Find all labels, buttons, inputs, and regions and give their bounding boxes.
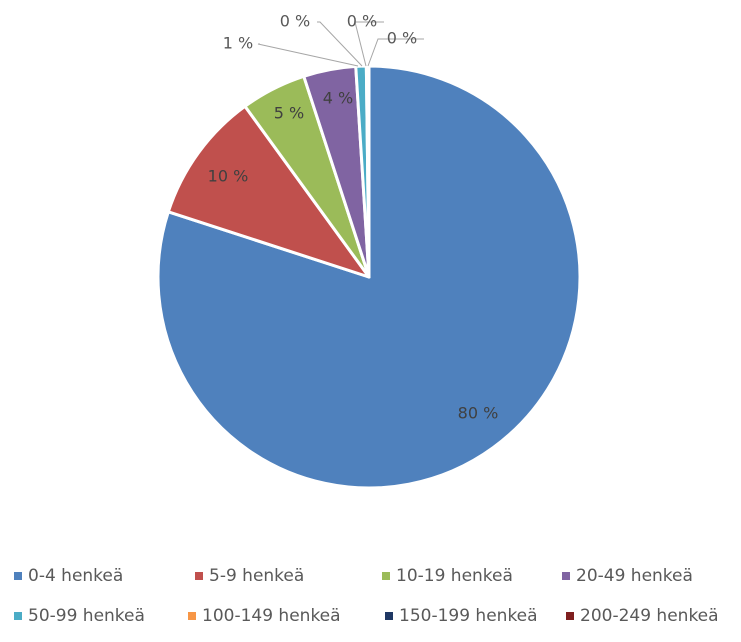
legend-swatch <box>188 612 196 620</box>
legend-swatch <box>382 572 390 580</box>
legend-row: 0-4 henkeä 5-9 henkeä 10-19 henkeä 20-49 he… <box>0 562 741 602</box>
data-label: 0 % <box>280 12 310 31</box>
legend-item: 10-19 henkeä <box>382 566 513 586</box>
data-label: 10 % <box>208 167 249 186</box>
legend-row: 50-99 henkeä 100-149 henkeä 150-199 henkeä… <box>0 602 741 642</box>
legend-swatch <box>14 612 22 620</box>
legend-label: 100-149 henkeä <box>202 606 341 626</box>
data-label: 5 % <box>274 104 304 123</box>
legend-item: 50-99 henkeä <box>14 606 145 626</box>
legend-label: 10-19 henkeä <box>396 566 513 586</box>
legend-swatch <box>385 612 393 620</box>
legend-swatch <box>14 572 22 580</box>
data-label: 0 % <box>387 29 417 48</box>
legend-item: 0-4 henkeä <box>14 566 123 586</box>
legend-label: 200-249 henkeä <box>580 606 719 626</box>
legend-label: 150-199 henkeä <box>399 606 538 626</box>
pie-slices <box>158 66 580 488</box>
legend-item: 100-149 henkeä <box>188 606 341 626</box>
legend-swatch <box>562 572 570 580</box>
legend: 0-4 henkeä 5-9 henkeä 10-19 henkeä 20-49 he… <box>0 562 741 642</box>
legend-item: 200-249 henkeä <box>566 606 719 626</box>
pie-chart: 80 % 10 % 5 % 4 % 1 % 0 % 0 % 0 % <box>0 0 741 560</box>
legend-item: 5-9 henkeä <box>195 566 304 586</box>
legend-item: 20-49 henkeä <box>562 566 693 586</box>
legend-label: 0-4 henkeä <box>28 566 123 586</box>
legend-swatch <box>566 612 574 620</box>
data-label: 1 % <box>223 34 253 53</box>
legend-label: 5-9 henkeä <box>209 566 304 586</box>
legend-label: 20-49 henkeä <box>576 566 693 586</box>
legend-item: 150-199 henkeä <box>385 606 538 626</box>
data-label: 4 % <box>323 89 353 108</box>
pie-slice <box>368 66 369 277</box>
data-label: 0 % <box>347 12 377 31</box>
legend-label: 50-99 henkeä <box>28 606 145 626</box>
leader-line <box>258 44 358 66</box>
legend-swatch <box>195 572 203 580</box>
data-label: 80 % <box>458 404 499 423</box>
